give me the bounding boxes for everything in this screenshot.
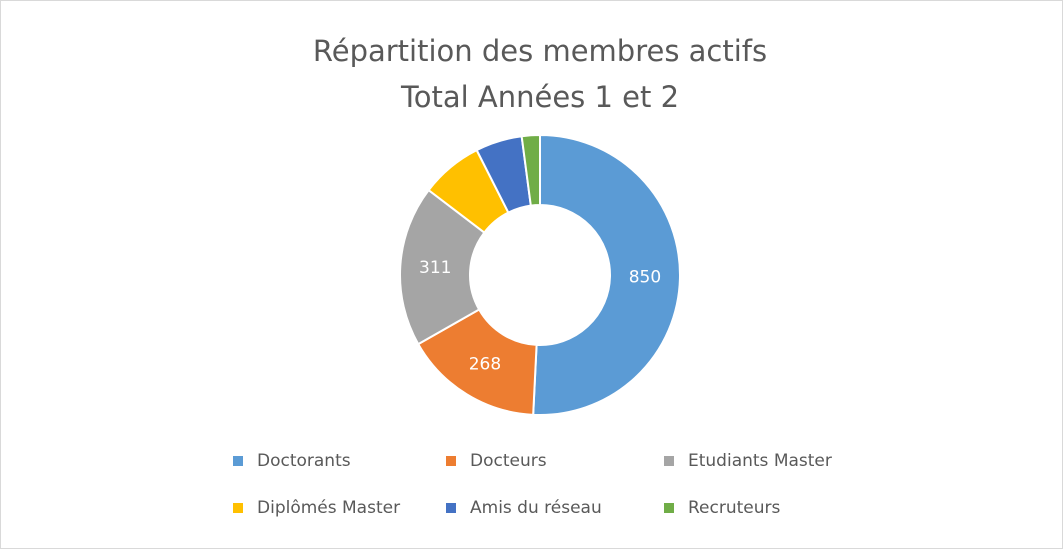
legend-label: Docteurs xyxy=(470,451,547,471)
legend-label: Doctorants xyxy=(257,451,351,471)
legend-label: Diplômés Master xyxy=(257,498,400,518)
legend-swatch xyxy=(664,503,674,513)
legend-swatch xyxy=(446,503,456,513)
slice xyxy=(399,188,486,346)
legend-label: Etudiants Master xyxy=(688,451,832,471)
data-label: 268 xyxy=(469,354,501,374)
slice xyxy=(520,133,541,207)
slice xyxy=(532,133,681,416)
legend-swatch xyxy=(233,503,243,513)
chart-subtitle: Total Années 1 et 2 xyxy=(400,80,679,114)
chart-title: Répartition des membres actifs xyxy=(313,34,767,68)
data-label: 850 xyxy=(629,268,661,288)
data-label: 311 xyxy=(419,258,451,278)
legend-label: Recruteurs xyxy=(688,498,781,518)
legend-swatch xyxy=(446,456,456,466)
legend-label: Amis du réseau xyxy=(470,498,602,518)
legend-swatch xyxy=(664,456,674,466)
legend-swatch xyxy=(233,456,243,466)
